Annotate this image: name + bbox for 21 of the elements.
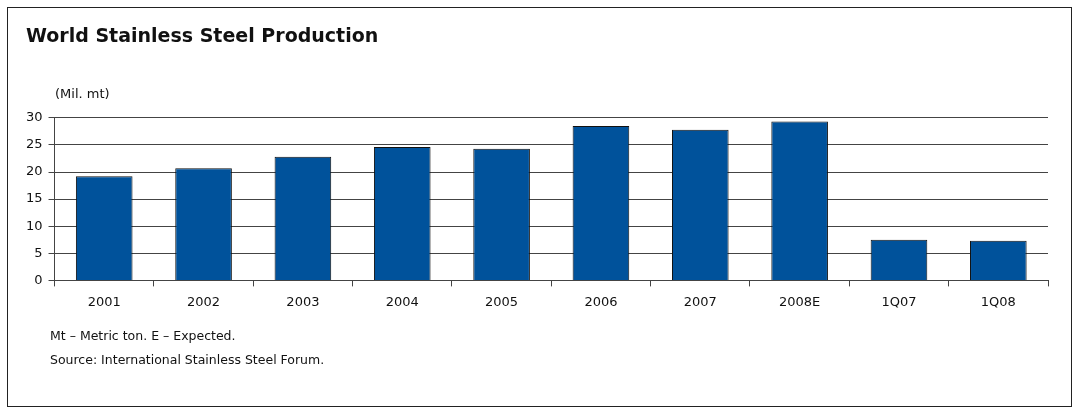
x-tick-label: 2007 <box>683 293 717 309</box>
y-tick-label: 10 <box>26 217 43 233</box>
source-note: Source: International Stainless Steel Forum. <box>50 351 325 369</box>
x-tick-label: 2002 <box>187 293 221 309</box>
x-tick-label: 2006 <box>584 293 618 309</box>
x-tick-label: 2003 <box>286 293 320 309</box>
y-tick-label: 30 <box>26 109 43 125</box>
y-axis-title: (Mil. mt) <box>55 86 110 101</box>
y-tick-label: 20 <box>26 163 43 179</box>
x-tick-label: 2008E <box>778 293 821 309</box>
x-tick-label: 1Q08 <box>980 293 1016 309</box>
y-tick-label: 5 <box>34 244 43 260</box>
chart-title: World Stainless Steel Production <box>26 24 379 46</box>
y-tick-label: 25 <box>26 136 43 152</box>
x-tick-label: 2004 <box>385 293 419 309</box>
x-tick-label: 2005 <box>485 293 519 309</box>
x-tick-label: 1Q07 <box>881 293 917 309</box>
y-tick-label: 0 <box>34 271 43 287</box>
text: Mt – Metric ton. E – Expected. <box>50 327 237 345</box>
y-tick-label: 15 <box>26 190 43 206</box>
x-tick-label: 2001 <box>87 293 121 309</box>
